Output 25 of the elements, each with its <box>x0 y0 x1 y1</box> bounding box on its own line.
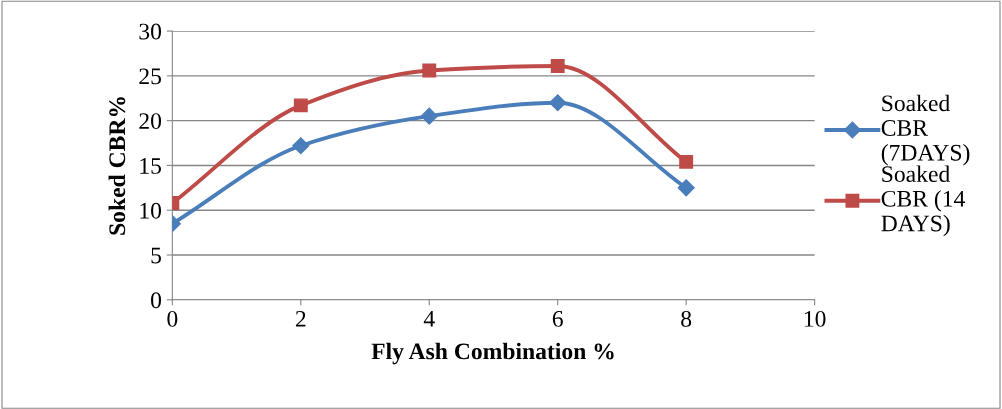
y-tick-label: 0 <box>151 292 162 309</box>
x-tick-label: 8 <box>681 310 692 327</box>
point <box>679 154 694 169</box>
x-axis-title: Fly Ash Combination % <box>371 342 614 365</box>
x-tick-label: 6 <box>552 310 563 327</box>
y-tick-label: 5 <box>151 247 162 264</box>
point <box>420 107 438 125</box>
y-tick-label: 15 <box>140 158 162 174</box>
y-tick-label: 30 <box>139 23 162 40</box>
x-tick-label: 10 <box>804 310 826 327</box>
point <box>422 63 437 78</box>
legend-label: Soaked CBR (14 DAYS) <box>881 165 965 237</box>
legend-label: Soaked CBR (7DAYS) <box>881 94 970 166</box>
x-tick-label: 2 <box>295 310 306 327</box>
x-tick-label: 0 <box>167 310 178 327</box>
point <box>292 137 310 155</box>
point <box>549 94 567 112</box>
x-tick-label: 4 <box>423 311 435 327</box>
point <box>677 179 695 197</box>
point <box>550 59 565 73</box>
y-tick-label: 10 <box>140 202 162 219</box>
point <box>293 98 308 113</box>
y-axis-title: Soked CBR% <box>108 97 126 235</box>
y-tick-label: 20 <box>139 113 162 130</box>
y-tick-label: 25 <box>139 68 162 85</box>
